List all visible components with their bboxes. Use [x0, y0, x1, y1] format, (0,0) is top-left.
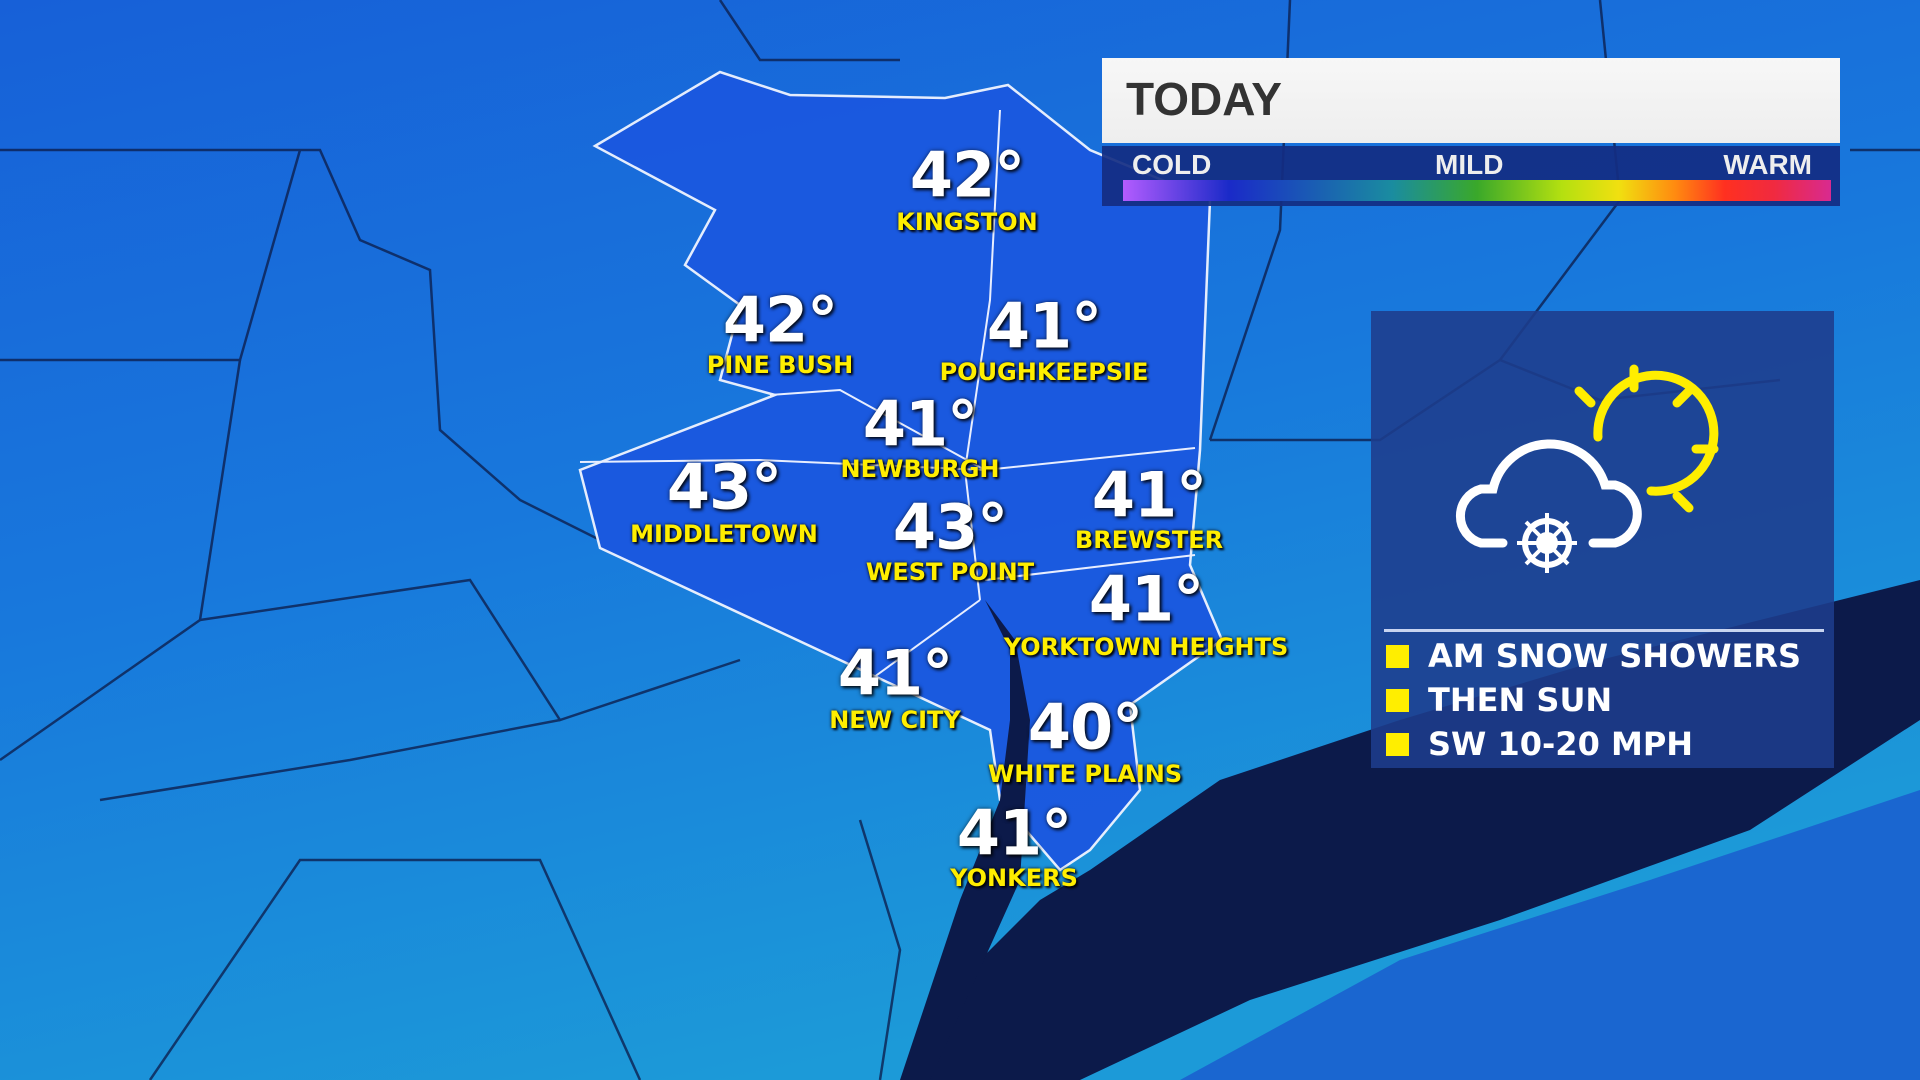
city-temperature: 41° [1091, 458, 1207, 532]
forecast-item: SW 10-20 MPH [1386, 724, 1693, 764]
scale-label-mild: MILD [1435, 149, 1504, 180]
hudson-river [900, 600, 1030, 1080]
city-name: NEW CITY [829, 706, 961, 734]
divider [1384, 629, 1824, 632]
city-name: KINGSTON [896, 208, 1038, 236]
long-island [1180, 790, 1920, 1080]
bullet-icon [1386, 688, 1409, 712]
city-name: BREWSTER [1074, 526, 1224, 554]
city-name: YORKTOWN HEIGHTS [1003, 633, 1289, 661]
scale-gradient-bar [1123, 180, 1831, 201]
city-name: NEWBURGH [840, 455, 1000, 483]
city-temperature: 42° [722, 283, 838, 357]
city-temperature: 41° [837, 636, 953, 710]
cloud-snow-sun-icon [1455, 364, 1719, 573]
city-temperature: 41° [1088, 562, 1204, 636]
scale-label-cold: COLD [1132, 149, 1212, 180]
city-name: WEST POINT [865, 558, 1035, 586]
forecast-item: AM SNOW SHOWERS [1386, 636, 1801, 676]
city-temperature: 42° [909, 138, 1025, 212]
city-temperature: 40° [1027, 690, 1143, 764]
city-name: YONKERS [950, 864, 1078, 892]
city-temperature: 43° [892, 490, 1008, 564]
city-temperature: 43° [666, 450, 782, 524]
scale-label-warm: WARM [1723, 149, 1812, 180]
hudson-valley-region [578, 70, 1224, 872]
title-panel: TODAY [1102, 58, 1840, 143]
temperature-scale: COLD MILD WARM [1102, 146, 1840, 206]
city-name: WHITE PLAINS [987, 760, 1183, 788]
title: TODAY [1126, 73, 1282, 125]
city-temperature: 41° [956, 796, 1072, 870]
city-temperature: 41° [862, 387, 978, 461]
city-name: PINE BUSH [706, 351, 854, 379]
forecast-item: THEN SUN [1386, 680, 1612, 720]
city-name: POUGHKEEPSIE [939, 358, 1149, 386]
forecast-panel: AM SNOW SHOWERS THEN SUN SW 10-20 MPH [1371, 311, 1834, 768]
bullet-icon [1386, 732, 1409, 756]
city-temperature: 41° [986, 289, 1102, 363]
bullet-icon [1386, 644, 1409, 668]
city-name: MIDDLETOWN [630, 520, 818, 548]
